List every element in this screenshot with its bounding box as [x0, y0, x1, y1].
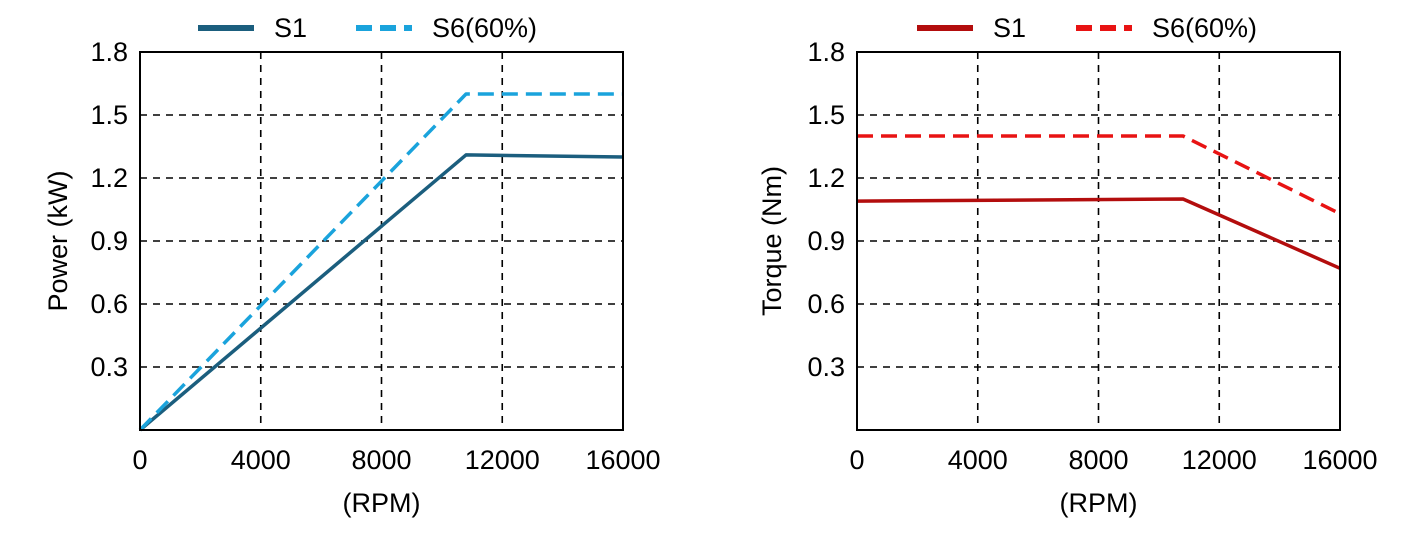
y-tick-label: 0.9 [807, 226, 845, 256]
legend-label-s6: S6(60%) [1152, 13, 1257, 43]
x-tick-label: 12000 [1182, 445, 1257, 475]
power-chart: 0 4000 8000 12000 16000 0.3 0.6 0.9 1.2 1.5 1.8 (RP… [43, 13, 661, 518]
legend-label-s1: S1 [274, 13, 307, 43]
y-tick-label: 0.6 [807, 289, 845, 319]
x-axis-label: (RPM) [1060, 488, 1138, 518]
legend-label-s6: S6(60%) [432, 13, 537, 43]
series-line-s6 [857, 134, 1341, 216]
y-tick-label: 1.5 [90, 100, 128, 130]
y-tick-label: 1.5 [807, 100, 845, 130]
y-axis-label: Torque (Nm) [757, 166, 787, 316]
y-axis-label: Power (kW) [43, 171, 73, 312]
y-tick-label: 0.3 [90, 352, 128, 382]
series-line-s1 [856, 197, 1341, 270]
y-tick-label: 1.8 [807, 37, 845, 67]
x-tick-label: 16000 [1302, 445, 1377, 475]
y-tick-label: 0.6 [90, 289, 128, 319]
x-tick-label: 4000 [948, 445, 1008, 475]
y-tick-label: 1.2 [90, 163, 128, 193]
x-tick-label: 0 [849, 445, 864, 475]
series-line-s1 [138, 153, 624, 432]
x-tick-label: 16000 [585, 445, 660, 475]
x-tick-label: 0 [132, 445, 147, 475]
x-tick-label: 12000 [465, 445, 540, 475]
x-tick-label: 4000 [231, 445, 291, 475]
x-axis-label: (RPM) [343, 488, 421, 518]
torque-chart: 0 4000 8000 12000 16000 0.3 0.6 0.9 1.2 1.5 1.8 (RP… [757, 13, 1378, 518]
plot-frame [856, 51, 1341, 431]
y-tick-label: 1.2 [807, 163, 845, 193]
legend-label-s1: S1 [993, 13, 1026, 43]
y-tick-label: 0.3 [807, 352, 845, 382]
plot-frame [139, 51, 624, 431]
x-tick-label: 8000 [351, 445, 411, 475]
y-tick-label: 0.9 [90, 226, 128, 256]
y-tick-label: 1.8 [90, 37, 128, 67]
x-tick-label: 8000 [1068, 445, 1128, 475]
series-line-s6 [138, 92, 623, 432]
